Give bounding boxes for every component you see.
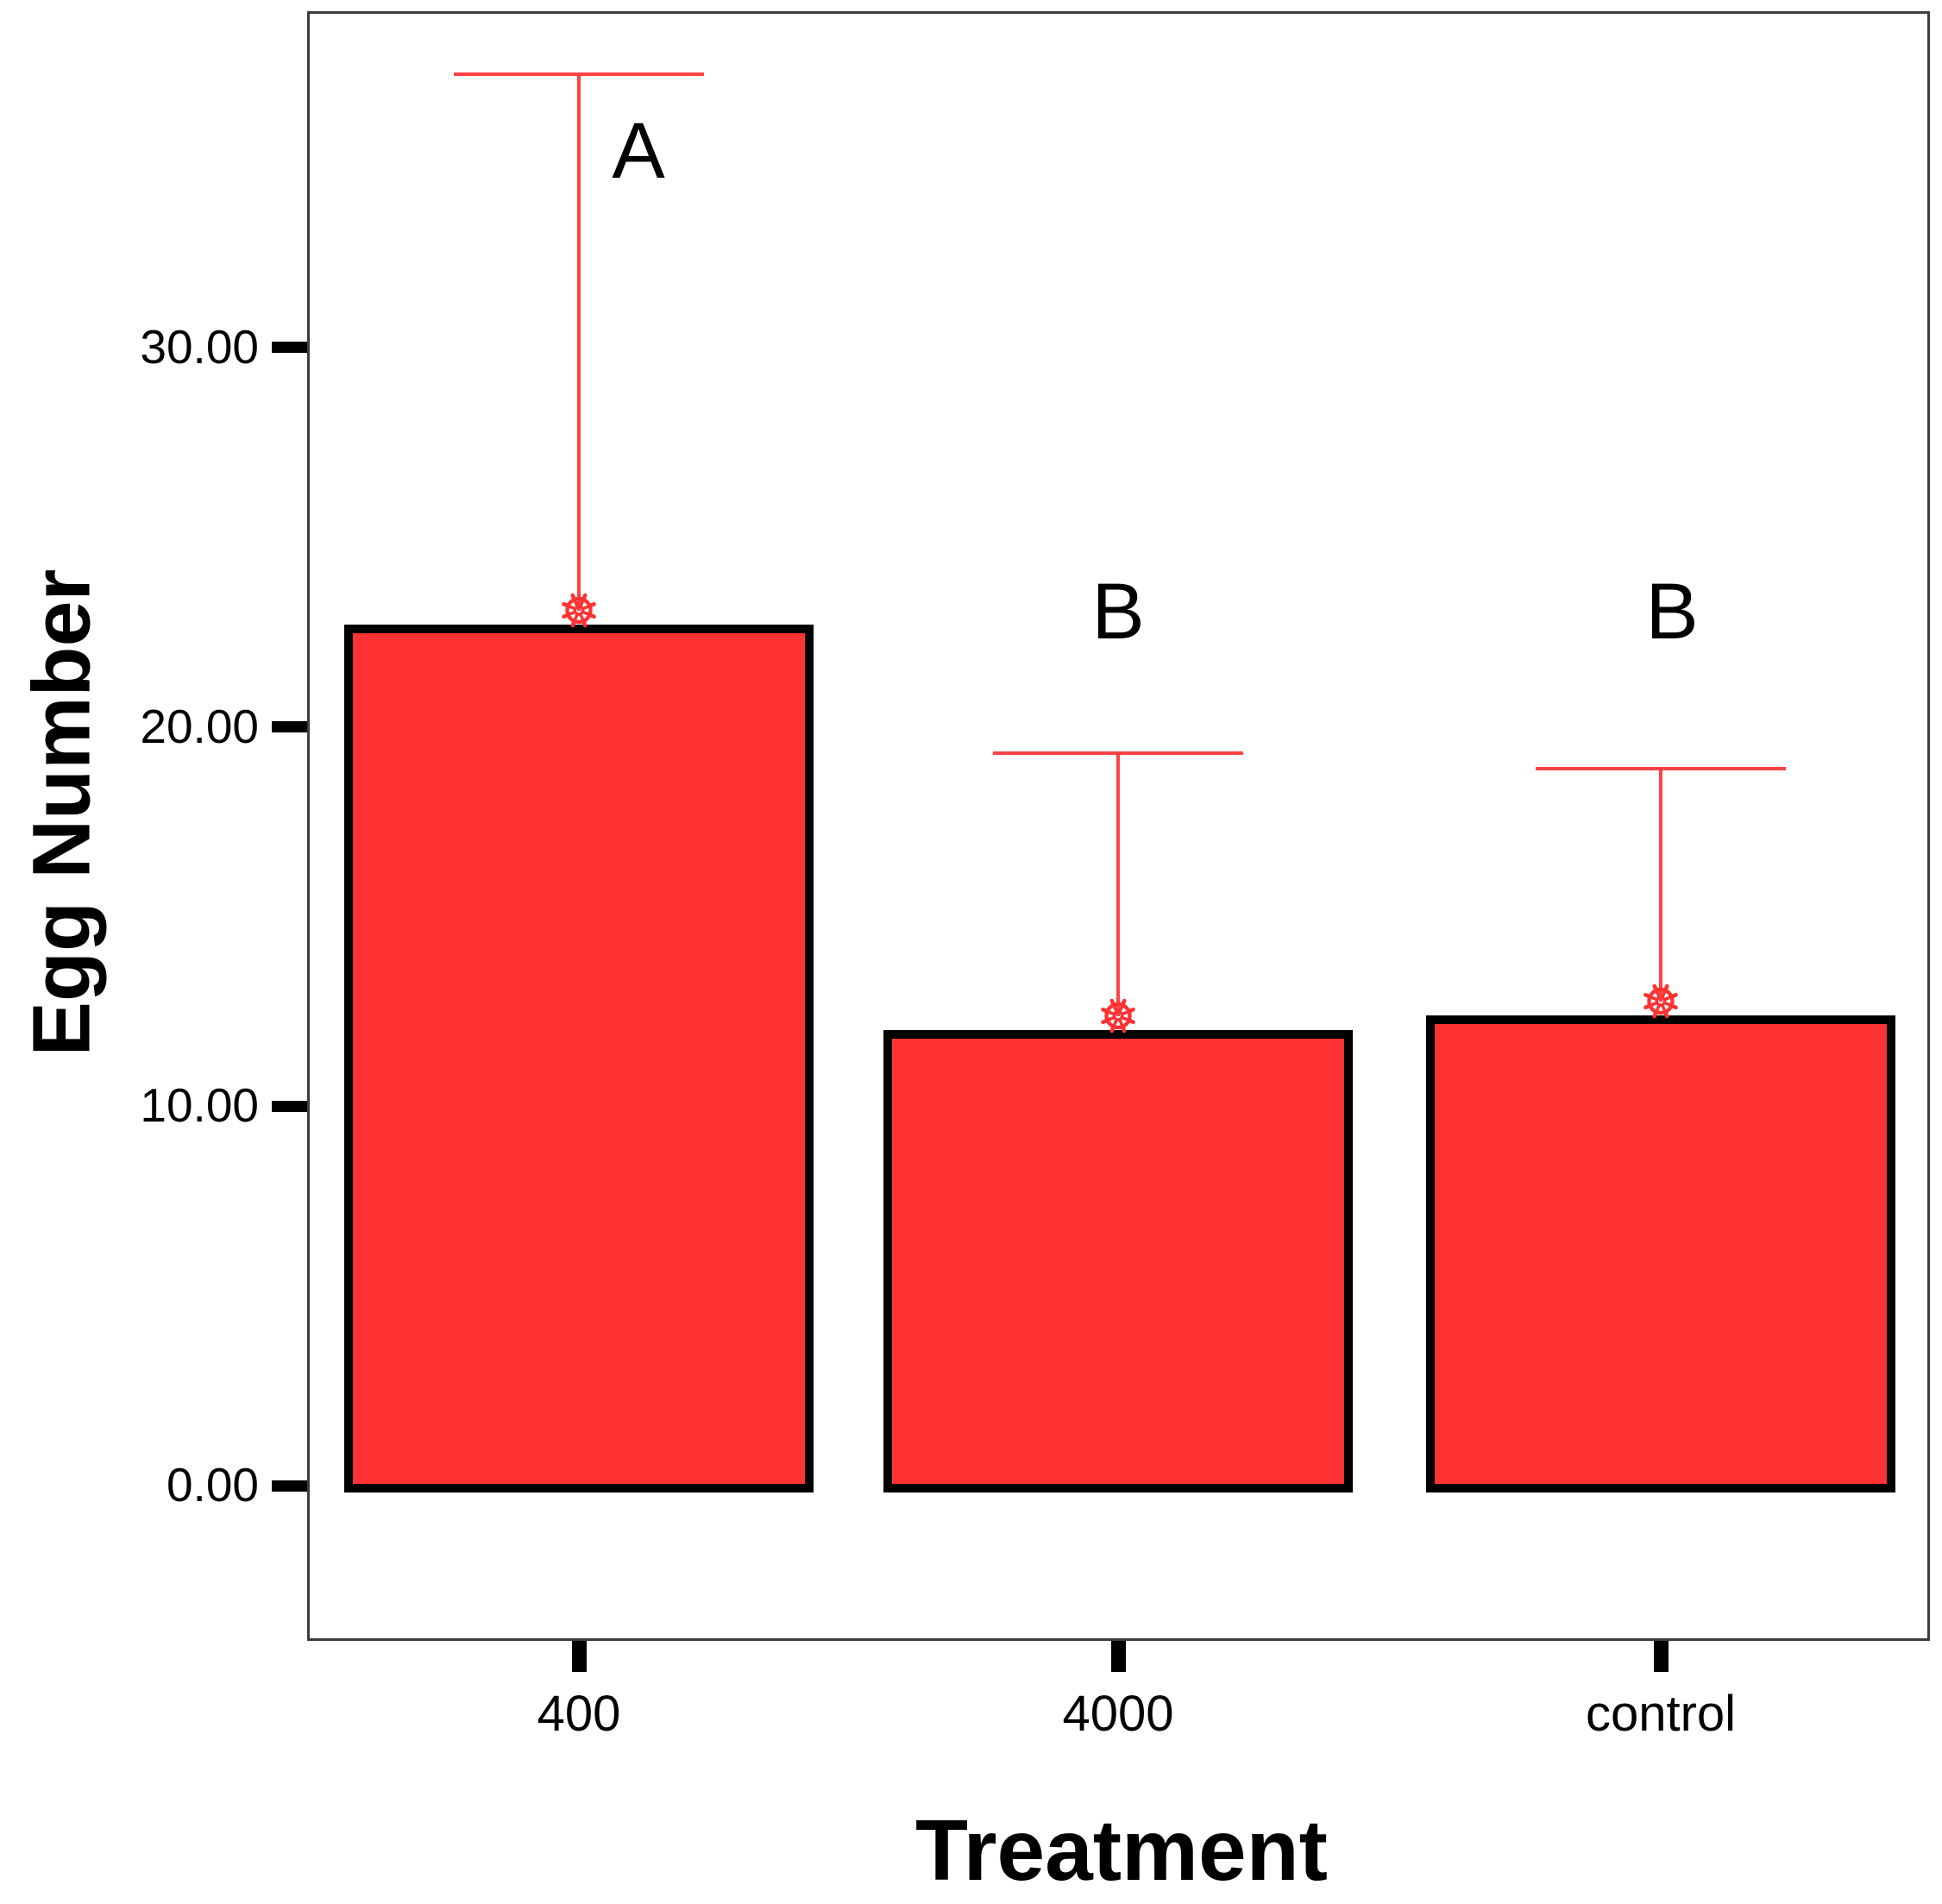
plot-frame bbox=[307, 11, 1930, 1641]
bar-control bbox=[1426, 1015, 1895, 1492]
y-axis-tick-label: 30.00 bbox=[140, 319, 259, 374]
error-bar-cap bbox=[1536, 766, 1786, 770]
x-axis-tick-label: 4000 bbox=[1062, 1686, 1174, 1742]
y-axis-tick-label: 0.00 bbox=[166, 1458, 259, 1511]
significance-letter: B bbox=[1645, 568, 1699, 656]
y-axis-tick-label: 20.00 bbox=[140, 699, 259, 753]
mean-marker-wheel-icon bbox=[559, 590, 599, 634]
y-axis-tick bbox=[272, 1100, 307, 1112]
y-axis-tick bbox=[272, 1480, 307, 1492]
y-axis-tick-label: 10.00 bbox=[140, 1078, 259, 1133]
error-bar-line bbox=[577, 74, 581, 611]
x-axis-tick bbox=[571, 1641, 587, 1672]
significance-letter: B bbox=[1091, 568, 1145, 656]
significance-letter: A bbox=[612, 107, 665, 195]
y-axis-tick bbox=[272, 342, 307, 354]
y-axis-tick bbox=[272, 721, 307, 733]
error-bar-line bbox=[1659, 768, 1662, 1002]
bar-400 bbox=[344, 624, 814, 1492]
error-bar-line bbox=[1116, 753, 1120, 1017]
mean-marker-wheel-icon bbox=[1641, 981, 1681, 1025]
x-axis-title: Treatment bbox=[915, 1802, 1328, 1899]
x-axis-tick-label: control bbox=[1585, 1686, 1737, 1742]
x-axis-tick bbox=[1110, 1641, 1126, 1672]
x-axis-tick bbox=[1653, 1641, 1669, 1672]
x-axis-tick-label: 400 bbox=[537, 1686, 621, 1742]
error-bar-cap bbox=[993, 751, 1243, 756]
bar-4000 bbox=[883, 1030, 1353, 1492]
y-axis-title: Egg Number bbox=[16, 569, 108, 1057]
error-bar-cap bbox=[454, 72, 704, 77]
mean-marker-wheel-icon bbox=[1098, 996, 1138, 1040]
